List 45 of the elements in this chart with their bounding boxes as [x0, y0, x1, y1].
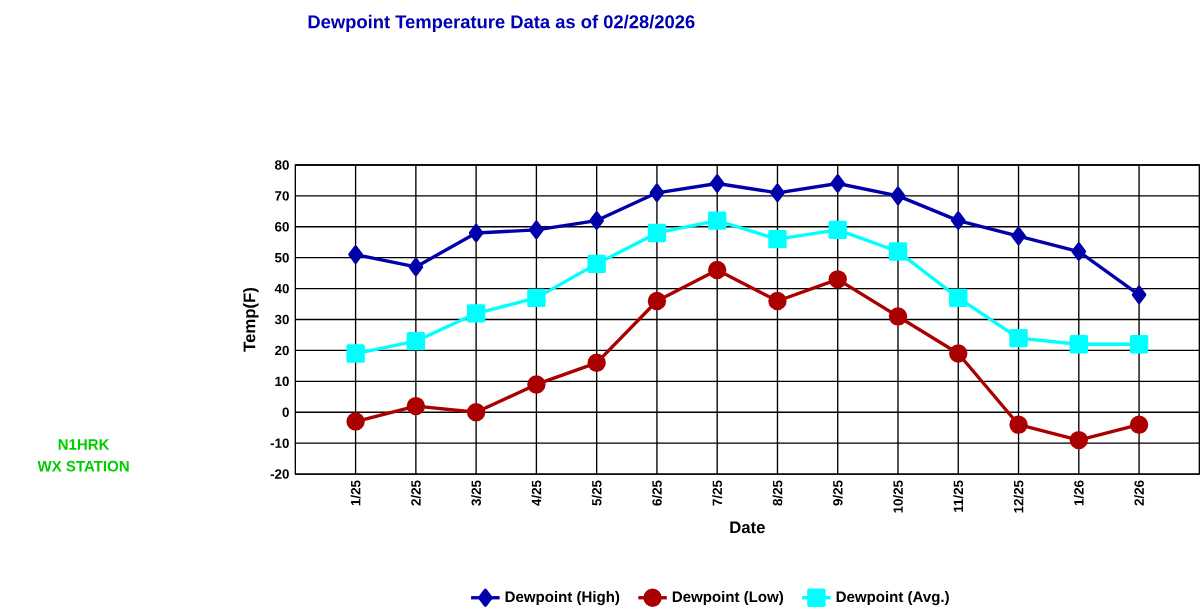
- point: [529, 221, 544, 240]
- point: [950, 211, 966, 231]
- point: [770, 184, 785, 203]
- point: [348, 245, 363, 265]
- point: [830, 174, 846, 194]
- point: [527, 375, 546, 395]
- chart-title: Dewpoint Temperature Data as of 02/28/2026: [308, 15, 695, 33]
- point: [1071, 242, 1087, 262]
- point: [587, 354, 606, 373]
- point: [346, 344, 365, 364]
- point: [828, 221, 847, 240]
- point: [1069, 431, 1088, 450]
- point: [589, 211, 604, 231]
- point: [1069, 335, 1088, 354]
- x-axis-title: Date: [730, 522, 765, 534]
- point: [888, 307, 908, 327]
- point: [890, 187, 906, 206]
- point: [949, 289, 968, 308]
- point: [888, 242, 908, 262]
- point: [406, 397, 426, 416]
- point: [708, 211, 727, 231]
- point: [828, 270, 847, 289]
- point: [1009, 415, 1028, 435]
- point: [346, 412, 365, 432]
- point: [1011, 227, 1026, 246]
- point: [647, 292, 667, 311]
- point: [709, 174, 725, 194]
- point: [527, 289, 546, 308]
- point: [1129, 415, 1149, 435]
- y-axis-title: Temp(F): [243, 288, 259, 353]
- point: [468, 224, 484, 243]
- point: [1131, 286, 1147, 305]
- point: [587, 255, 606, 274]
- point: [1009, 329, 1028, 348]
- point: [768, 292, 787, 311]
- point: [466, 403, 486, 422]
- point: [408, 258, 424, 277]
- point: [949, 344, 968, 364]
- point: [647, 224, 667, 243]
- point: [406, 332, 426, 351]
- point: [649, 184, 665, 203]
- point: [768, 230, 787, 249]
- point: [466, 304, 486, 323]
- point: [1129, 335, 1149, 354]
- point: [708, 261, 727, 280]
